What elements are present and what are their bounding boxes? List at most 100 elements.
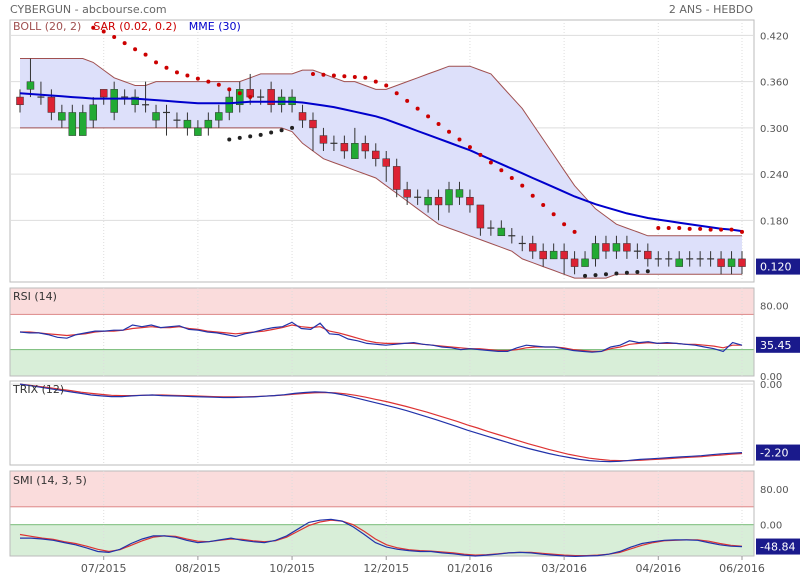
price-ytick-label-3: 0.240 <box>760 170 789 181</box>
sar-below-dot-26 <box>290 125 295 130</box>
candle-body-31 <box>340 143 349 152</box>
candle-body-63 <box>675 258 683 267</box>
sar-dot-18 <box>206 79 211 84</box>
sar-below-dot-57 <box>614 271 619 276</box>
candle-body-42 <box>455 189 464 198</box>
sar-below-dot-25 <box>279 128 284 133</box>
x-axis-label-6: 04/2016 <box>635 562 681 575</box>
price-legend-1: SAR (0.02, 0.2) <box>93 20 176 33</box>
x-axis-label-0: 07/2015 <box>81 562 127 575</box>
bollinger-band-fill <box>20 58 742 279</box>
candle-body-50 <box>539 250 547 260</box>
candle-body-16 <box>183 119 192 129</box>
candle-body-36 <box>392 166 401 190</box>
sar-dot-29 <box>321 72 326 77</box>
sar-dot-31 <box>342 74 347 79</box>
rsi-ytick-label-1: 0.00 <box>760 372 782 383</box>
smi-last-value: -48.84 <box>760 541 795 554</box>
rsi-last-value-box <box>756 336 800 353</box>
sar-dot-69 <box>740 229 744 234</box>
sar-dot-10 <box>122 41 127 46</box>
candle-body-57 <box>612 243 621 252</box>
candle-body-44 <box>476 204 485 229</box>
candle-body-69 <box>738 258 746 267</box>
sar-dot-38 <box>415 106 420 111</box>
x-axis-label-1: 08/2015 <box>175 562 221 575</box>
bollinger-lower-line <box>20 127 742 279</box>
candle-body-21 <box>235 89 244 106</box>
sar-dot-53 <box>572 229 577 234</box>
candle-body-54 <box>581 258 589 267</box>
sar-dot-22 <box>248 95 253 100</box>
price-last-value: 0.120 <box>760 261 792 274</box>
sar-dot-21 <box>237 91 242 96</box>
candle-body-51 <box>549 250 558 260</box>
candle-body-18 <box>204 119 213 129</box>
sar-dot-9 <box>112 34 117 39</box>
sar-dot-20 <box>227 87 232 92</box>
candle-body-4 <box>58 112 66 121</box>
sar-dot-19 <box>216 82 221 87</box>
sar-dot-49 <box>530 193 535 198</box>
sar-below-dot-55 <box>593 273 598 278</box>
candle-body-52 <box>560 250 568 260</box>
sar-dot-37 <box>405 98 410 103</box>
sar-below-dot-60 <box>645 269 650 274</box>
trix-panel-frame <box>9 380 755 466</box>
candle-body-17 <box>194 127 202 136</box>
sar-dot-68 <box>729 227 734 232</box>
rsi-ytick-label-0: 80.00 <box>760 302 789 313</box>
candle-body-33 <box>361 143 370 152</box>
sar-dot-51 <box>551 212 556 217</box>
rsi-legend: RSI (14) <box>13 290 57 303</box>
sar-dot-34 <box>373 79 378 84</box>
rsi-panel-frame <box>9 287 755 377</box>
x-axis-label-2: 10/2015 <box>269 562 315 575</box>
candle-body-13 <box>152 112 160 121</box>
sar-dot-64 <box>687 226 692 231</box>
candle-body-58 <box>623 243 631 252</box>
sar-dot-39 <box>426 114 431 119</box>
sar-below-dot-21 <box>237 135 242 140</box>
trix-last-value-box <box>756 444 800 461</box>
price-last-value-box <box>756 258 800 275</box>
price-ytick-label-1: 0.360 <box>760 78 789 89</box>
candle-body-39 <box>424 196 432 206</box>
smi-ytick-label-1: 0.00 <box>760 521 782 532</box>
sar-dot-52 <box>562 222 567 227</box>
trix-last-value: -2.20 <box>760 447 788 460</box>
sar-dot-30 <box>331 73 336 78</box>
sar-dot-48 <box>520 183 525 188</box>
candle-body-60 <box>644 250 652 260</box>
sar-dot-43 <box>467 145 472 150</box>
candle-body-56 <box>602 243 610 252</box>
sar-below-dot-54 <box>583 273 588 278</box>
sar-below-dot-24 <box>269 130 274 135</box>
candle-body-49 <box>528 243 537 252</box>
sar-below-dot-58 <box>624 270 629 275</box>
sar-dot-7 <box>91 25 96 30</box>
rsi-line <box>19 321 743 353</box>
sar-dot-14 <box>164 65 169 70</box>
smi-lower-zone <box>9 524 755 557</box>
price-ytick-label-4: 0.180 <box>760 216 789 227</box>
candle-body-6 <box>79 112 87 136</box>
candle-body-24 <box>267 89 275 106</box>
smi-last-value-box <box>756 538 800 555</box>
candle-body-20 <box>225 96 234 113</box>
price-legend-2: MME (30) <box>189 20 241 33</box>
rsi-signal-line <box>20 324 742 352</box>
sar-dot-12 <box>143 52 148 57</box>
candle-body-53 <box>570 258 579 267</box>
candle-body-41 <box>445 189 453 206</box>
sar-below-dot-23 <box>258 132 263 137</box>
x-axis-label-4: 01/2016 <box>447 562 493 575</box>
sar-dot-33 <box>363 75 368 80</box>
smi-legend: SMI (14, 3, 5) <box>13 474 87 487</box>
candle-body-67 <box>717 258 725 267</box>
smi-ytick-label-0: 80.00 <box>760 485 789 496</box>
sar-dot-66 <box>708 227 713 232</box>
sar-dot-32 <box>352 75 357 80</box>
x-axis-label-5: 03/2016 <box>541 562 587 575</box>
candle-body-37 <box>403 189 411 198</box>
